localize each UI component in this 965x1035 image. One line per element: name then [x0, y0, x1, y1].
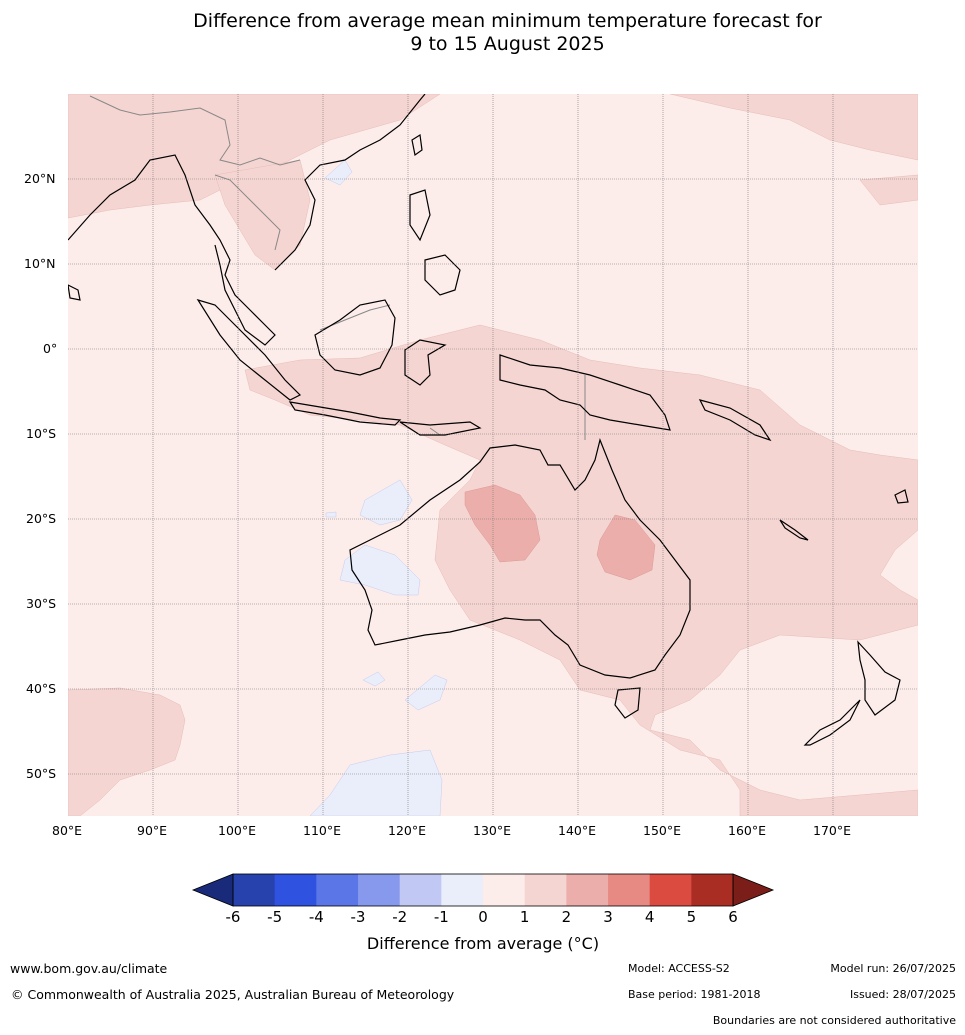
title-line-1: Difference from average mean minimum tem…	[193, 10, 822, 32]
anomaly-region-queensland	[596, 514, 656, 581]
colorbar-swatch	[524, 874, 567, 906]
colorbar-swatch	[566, 874, 609, 906]
lon-label-150e: 150°E	[643, 823, 682, 838]
coastline-australia	[349, 438, 691, 679]
lon-label-120e: 120°E	[388, 823, 427, 838]
coastline-sri-lanka	[68, 284, 81, 301]
colorbar-tick-label: -4	[309, 908, 324, 926]
lat-label-50s: 50°S	[26, 766, 57, 781]
coastline-indochina	[274, 94, 426, 271]
colorbar: -6 -5 -4 -3 -2 -1 0 1 2 3 4 5 6	[191, 873, 775, 926]
anomaly-region-north-pacific	[669, 94, 918, 161]
anomaly-region-western-australia	[464, 484, 541, 563]
coastline-sulawesi	[404, 339, 447, 386]
map-title: Difference from average mean minimum tem…	[0, 10, 965, 56]
coastline-borneo	[314, 299, 396, 376]
lon-label-170e: 170°E	[813, 823, 852, 838]
boundary-asia-1	[89, 95, 301, 166]
anomaly-region-southern-ocean	[309, 749, 443, 816]
colorbar-tick-label: 6	[728, 908, 738, 926]
lon-label-140e: 140°E	[558, 823, 597, 838]
colorbar-tick-label: -5	[267, 908, 282, 926]
colorbar-tick-label: -3	[351, 908, 366, 926]
anomaly-region-small-wa	[325, 511, 337, 518]
lon-label-90e: 90°E	[137, 823, 168, 838]
coastline-new-zealand-north	[857, 640, 901, 716]
coastline-new-guinea	[499, 354, 671, 431]
colorbar-tick-label: -2	[392, 908, 407, 926]
boundary-asia-2	[214, 174, 281, 251]
coastline-fiji	[894, 489, 909, 504]
boundaries-disclaimer: Boundaries are not considered authoritat…	[712, 1014, 956, 1027]
coastline-solomons	[698, 399, 772, 442]
colorbar-swatch	[483, 874, 526, 906]
anomaly-region-australia-indonesia	[244, 324, 918, 816]
colorbar-tick-label: 0	[478, 908, 488, 926]
colorbar-under-arrow	[191, 873, 234, 907]
anomaly-region-south-china-sea	[324, 159, 353, 186]
anomaly-region-indian-ocean-west-wa	[359, 479, 413, 526]
coastline-timor-chain	[399, 421, 482, 436]
map-area	[68, 94, 918, 816]
colorbar-frame	[232, 873, 734, 907]
coastline-philippines-luzon	[409, 189, 431, 242]
lat-label-20s: 20°S	[26, 511, 57, 526]
anomaly-region-far-east	[859, 174, 918, 206]
lon-label-80e: 80°E	[52, 823, 83, 838]
coastline-southeast-asia	[68, 154, 276, 346]
website-link[interactable]: www.bom.gov.au/climate	[10, 961, 168, 976]
colorbar-tick-label: 1	[520, 908, 530, 926]
colorbar-swatch	[441, 874, 484, 906]
colorbar-tick-label: -1	[434, 908, 449, 926]
coastline-tasmania	[614, 687, 641, 719]
issued-date: Issued: 28/07/2025	[849, 988, 956, 1001]
lat-label-10s: 10°S	[26, 426, 57, 441]
coastline-sumatra	[196, 298, 302, 401]
lon-label-110e: 110°E	[303, 823, 342, 838]
anomaly-2-to-3-regions	[464, 484, 656, 581]
lon-label-160e: 160°E	[728, 823, 767, 838]
lat-label-30s: 30°S	[26, 596, 57, 611]
lat-label-10n: 10°N	[24, 256, 56, 271]
lat-label-20n: 20°N	[24, 171, 56, 186]
colorbar-label: Difference from average (°C)	[366, 934, 600, 953]
colorbar-swatch	[399, 874, 442, 906]
colorbar-over-arrow	[732, 873, 775, 907]
anomaly-region-southern-indian-ocean	[68, 687, 186, 816]
lon-label-130e: 130°E	[473, 823, 512, 838]
colorbar-swatch	[274, 874, 317, 906]
anomaly-1-to-2-regions	[68, 94, 918, 816]
base-period: Base period: 1981-2018	[628, 988, 761, 1001]
coastline-new-caledonia	[779, 519, 809, 541]
anomaly-region-south-ocean-small	[362, 671, 386, 687]
colorbar-swatch	[608, 874, 651, 906]
coastline-taiwan	[411, 133, 423, 157]
coastline-java	[288, 401, 402, 426]
coastline-new-zealand-south	[803, 699, 861, 746]
title-line-2: 9 to 15 August 2025	[410, 33, 605, 55]
colorbar-tick-label: 3	[603, 908, 613, 926]
coastlines	[68, 94, 909, 746]
colorbar-swatch	[649, 874, 692, 906]
colorbar-swatch	[358, 874, 401, 906]
lon-label-100e: 100°E	[218, 823, 257, 838]
colorbar-tick-label: 4	[645, 908, 655, 926]
model-run-date: Model run: 26/07/2025	[830, 962, 956, 975]
model-name: Model: ACCESS-S2	[628, 962, 730, 975]
colorbar-swatch	[233, 874, 276, 906]
colorbar-tick-label: -6	[226, 908, 241, 926]
colorbar-swatch	[316, 874, 359, 906]
anomaly-region-south-ocean-mid	[404, 674, 448, 711]
colorbar-tick-label: 2	[562, 908, 572, 926]
coastline-philippines-mindanao	[424, 254, 461, 296]
colorbar-swatch	[691, 874, 734, 906]
lat-label-40s: 40°S	[26, 681, 57, 696]
lat-label-0: 0°	[43, 341, 58, 356]
copyright-text: © Commonwealth of Australia 2025, Austra…	[11, 987, 455, 1002]
colorbar-tick-label: 5	[687, 908, 697, 926]
graticule	[68, 94, 918, 816]
